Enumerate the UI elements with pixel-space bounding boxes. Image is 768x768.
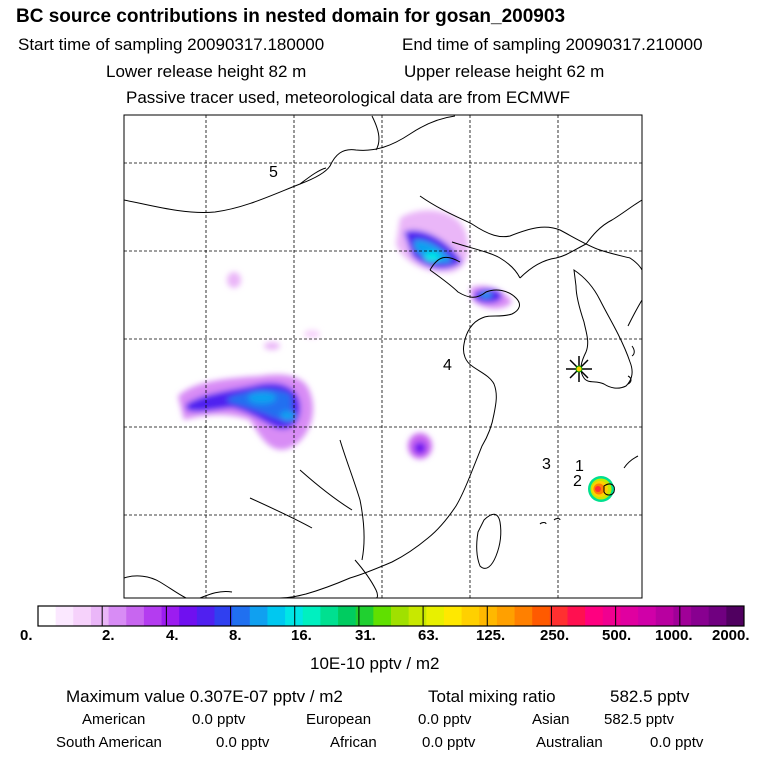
receptor-star-icon (566, 356, 592, 382)
colorbar-cell (426, 606, 445, 626)
end-time-label: End time of sampling 20090317.210000 (402, 35, 703, 54)
colorbar-cell (673, 606, 692, 626)
colorbar-cell (355, 606, 374, 626)
colorbar-cell (214, 606, 233, 626)
colorbar-cell (691, 606, 710, 626)
lat-lon-grid (124, 115, 642, 598)
colorbar-cell (196, 606, 215, 626)
colorbar-tick-label: 0. (20, 627, 33, 644)
tracer-note: Passive tracer used, meteorological data… (126, 88, 571, 107)
colorbar-cell (108, 606, 127, 626)
colorbar-cell (443, 606, 462, 626)
colorbar-tick-label: 2000. (712, 627, 750, 644)
colorbar-cell (726, 606, 745, 626)
region-name: South American (56, 734, 162, 751)
colorbar-cell (373, 606, 392, 626)
colorbar-tick-label: 1000. (655, 627, 693, 644)
colorbar-cell (320, 606, 339, 626)
colorbar-cell (602, 606, 621, 626)
colorbar-tick-label: 31. (355, 627, 376, 644)
upper-release-label: Upper release height 62 m (404, 62, 605, 81)
colorbar-cell (249, 606, 268, 626)
coastlines (124, 115, 642, 598)
region-name: African (330, 734, 377, 751)
colorbar-cell (302, 606, 321, 626)
colorbar-cell (708, 606, 727, 626)
colorbar-tick-label: 125. (476, 627, 506, 644)
region-value: 0.0 pptv (418, 711, 472, 728)
colorbar-cell (73, 606, 92, 626)
colorbar-units: 10E-10 pptv / m2 (310, 654, 440, 673)
colorbar-cell (161, 606, 180, 626)
colorbar-cell (585, 606, 604, 626)
colorbar-cell (514, 606, 533, 626)
map-label-4: 4 (443, 357, 452, 374)
colorbar-tick-label: 63. (418, 627, 439, 644)
region-name: European (306, 711, 372, 728)
colorbar-cell (232, 606, 251, 626)
total-mixing-label: Total mixing ratio (428, 687, 556, 706)
colorbar-cell (620, 606, 639, 626)
colorbar-tick-label: 250. (540, 627, 570, 644)
colorbar-cell (479, 606, 498, 626)
colorbar-cell (638, 606, 657, 626)
colorbar-cell (285, 606, 304, 626)
region-value: 582.5 pptv (604, 711, 675, 728)
colorbar-frame (37, 605, 745, 627)
colorbar-cell (143, 606, 162, 626)
region-name: American (82, 711, 146, 728)
colorbar-cell (549, 606, 568, 626)
colorbar-cell (532, 606, 551, 626)
colorbar-cell (461, 606, 480, 626)
colorbar-tick-label: 2. (102, 627, 115, 644)
colorbar-cell (408, 606, 427, 626)
colorbar-cell (338, 606, 357, 626)
colorbar-tick-label: 500. (602, 627, 632, 644)
colorbar (37, 605, 745, 627)
region-value: 0.0 pptv (192, 711, 246, 728)
concentration-plumes (178, 210, 512, 459)
page-title: BC source contributions in nested domain… (16, 6, 566, 27)
map-label-2: 2 (573, 473, 582, 490)
maximum-value: Maximum value 0.307E-07 pptv / m2 (66, 687, 343, 706)
map-label-5: 5 (269, 164, 278, 181)
colorbar-cell (567, 606, 586, 626)
region-name: Asian (532, 711, 570, 728)
colorbar-tick-label: 16. (291, 627, 312, 644)
colorbar-cell (655, 606, 674, 626)
colorbar-cell (496, 606, 515, 626)
colorbar-cell (38, 606, 57, 626)
region-value: 0.0 pptv (216, 734, 270, 751)
lower-release-label: Lower release height 82 m (106, 62, 307, 81)
region-value: 0.0 pptv (650, 734, 704, 751)
colorbar-cell (391, 606, 410, 626)
colorbar-cell (267, 606, 286, 626)
colorbar-cell (179, 606, 198, 626)
region-name: Australian (536, 734, 603, 751)
colorbar-tick-label: 8. (229, 627, 242, 644)
colorbar-cell (55, 606, 74, 626)
region-value: 0.0 pptv (422, 734, 476, 751)
start-time-label: Start time of sampling 20090317.180000 (18, 35, 325, 54)
colorbar-cell (90, 606, 109, 626)
map-label-3: 3 (542, 456, 551, 473)
map-frame (123, 114, 643, 599)
total-mixing-value: 582.5 pptv (610, 687, 690, 706)
colorbar-cell (126, 606, 145, 626)
gosan-hotspot (588, 476, 614, 502)
contribution-map: 5 4 3 1 2 (123, 114, 643, 599)
map-label-1: 1 (575, 458, 584, 475)
colorbar-tick-label: 4. (166, 627, 179, 644)
